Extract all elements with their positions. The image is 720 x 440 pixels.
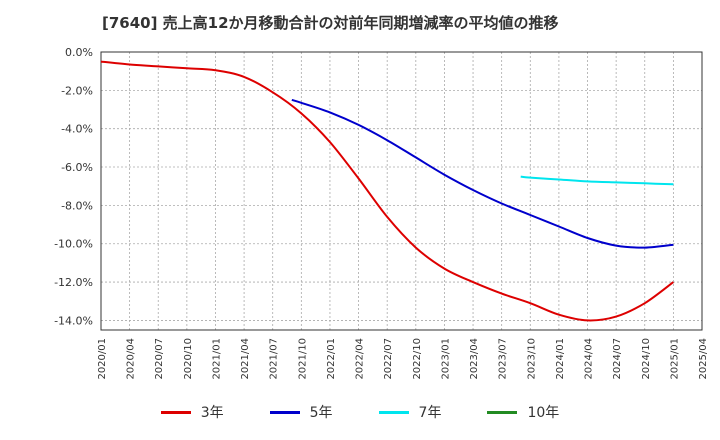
y-tick-label: -4.0% bbox=[61, 123, 93, 136]
legend-swatch bbox=[269, 410, 300, 414]
x-tick-label: 2021/10 bbox=[297, 338, 308, 380]
legend-swatch bbox=[378, 410, 409, 414]
series-line-7y bbox=[520, 175, 674, 186]
x-tick-label: 2024/07 bbox=[612, 338, 623, 380]
x-tick-label: 2025/04 bbox=[698, 338, 709, 380]
x-axis-ticks: 2020/01 2020/04 2020/07 2020/10 2021/01 2021/… bbox=[97, 338, 709, 380]
series-line-5y bbox=[291, 98, 674, 249]
x-tick-label: 2020/07 bbox=[154, 338, 165, 380]
x-tick-label: 2023/04 bbox=[469, 338, 480, 380]
x-tick-label: 2023/07 bbox=[498, 338, 509, 380]
x-tick-label: 2023/01 bbox=[440, 338, 451, 380]
x-tick-label: 2021/04 bbox=[240, 338, 251, 380]
y-tick-label: -14.0% bbox=[54, 314, 93, 327]
legend: 3年 5年 7年 10年 bbox=[0, 402, 720, 422]
legend-label: 3年 bbox=[200, 405, 224, 421]
legend-label: 10年 bbox=[527, 405, 560, 421]
y-tick-label: -2.0% bbox=[61, 84, 93, 97]
legend-label: 7年 bbox=[418, 405, 442, 421]
legend-item-3y: 3年 bbox=[160, 402, 224, 422]
x-tick-label: 2024/10 bbox=[641, 338, 652, 380]
plot-frame bbox=[100, 51, 703, 331]
grid-lines bbox=[101, 52, 702, 330]
x-tick-label: 2022/04 bbox=[355, 338, 366, 380]
legend-item-10y: 10年 bbox=[487, 402, 559, 422]
x-tick-label: 2021/07 bbox=[269, 338, 280, 380]
x-tick-label: 2024/04 bbox=[584, 338, 595, 380]
x-tick-label: 2020/10 bbox=[183, 338, 194, 380]
legend-label: 5年 bbox=[309, 405, 333, 421]
x-tick-label: 2022/01 bbox=[326, 338, 337, 380]
x-tick-label: 2024/01 bbox=[555, 338, 566, 380]
y-tick-label: -12.0% bbox=[54, 276, 93, 289]
y-axis-ticks: 0.0% -2.0% -4.0% -6.0% -8.0% -10.0% -12.0% -14.… bbox=[54, 46, 93, 327]
y-tick-label: 0.0% bbox=[65, 46, 93, 59]
legend-item-5y: 5年 bbox=[269, 402, 333, 422]
chart-title: [7640] 売上高12か月移動合計の対前年同期増減率の平均値の推移 bbox=[102, 14, 559, 32]
legend-item-7y: 7年 bbox=[378, 402, 442, 422]
x-tick-label: 2020/04 bbox=[126, 338, 137, 380]
x-tick-label: 2025/01 bbox=[669, 338, 680, 380]
legend-swatch bbox=[487, 410, 518, 414]
series-line-3y bbox=[100, 60, 674, 322]
y-tick-label: -8.0% bbox=[61, 199, 93, 212]
x-tick-label: 2022/07 bbox=[383, 338, 394, 380]
y-tick-label: -10.0% bbox=[54, 238, 93, 251]
x-tick-label: 2021/01 bbox=[211, 338, 222, 380]
legend-swatch bbox=[160, 410, 191, 414]
x-tick-label: 2022/10 bbox=[412, 338, 423, 380]
x-tick-label: 2020/01 bbox=[97, 338, 108, 380]
series-lines bbox=[100, 60, 674, 322]
x-tick-label: 2023/10 bbox=[526, 338, 537, 380]
y-tick-label: -6.0% bbox=[61, 161, 93, 174]
